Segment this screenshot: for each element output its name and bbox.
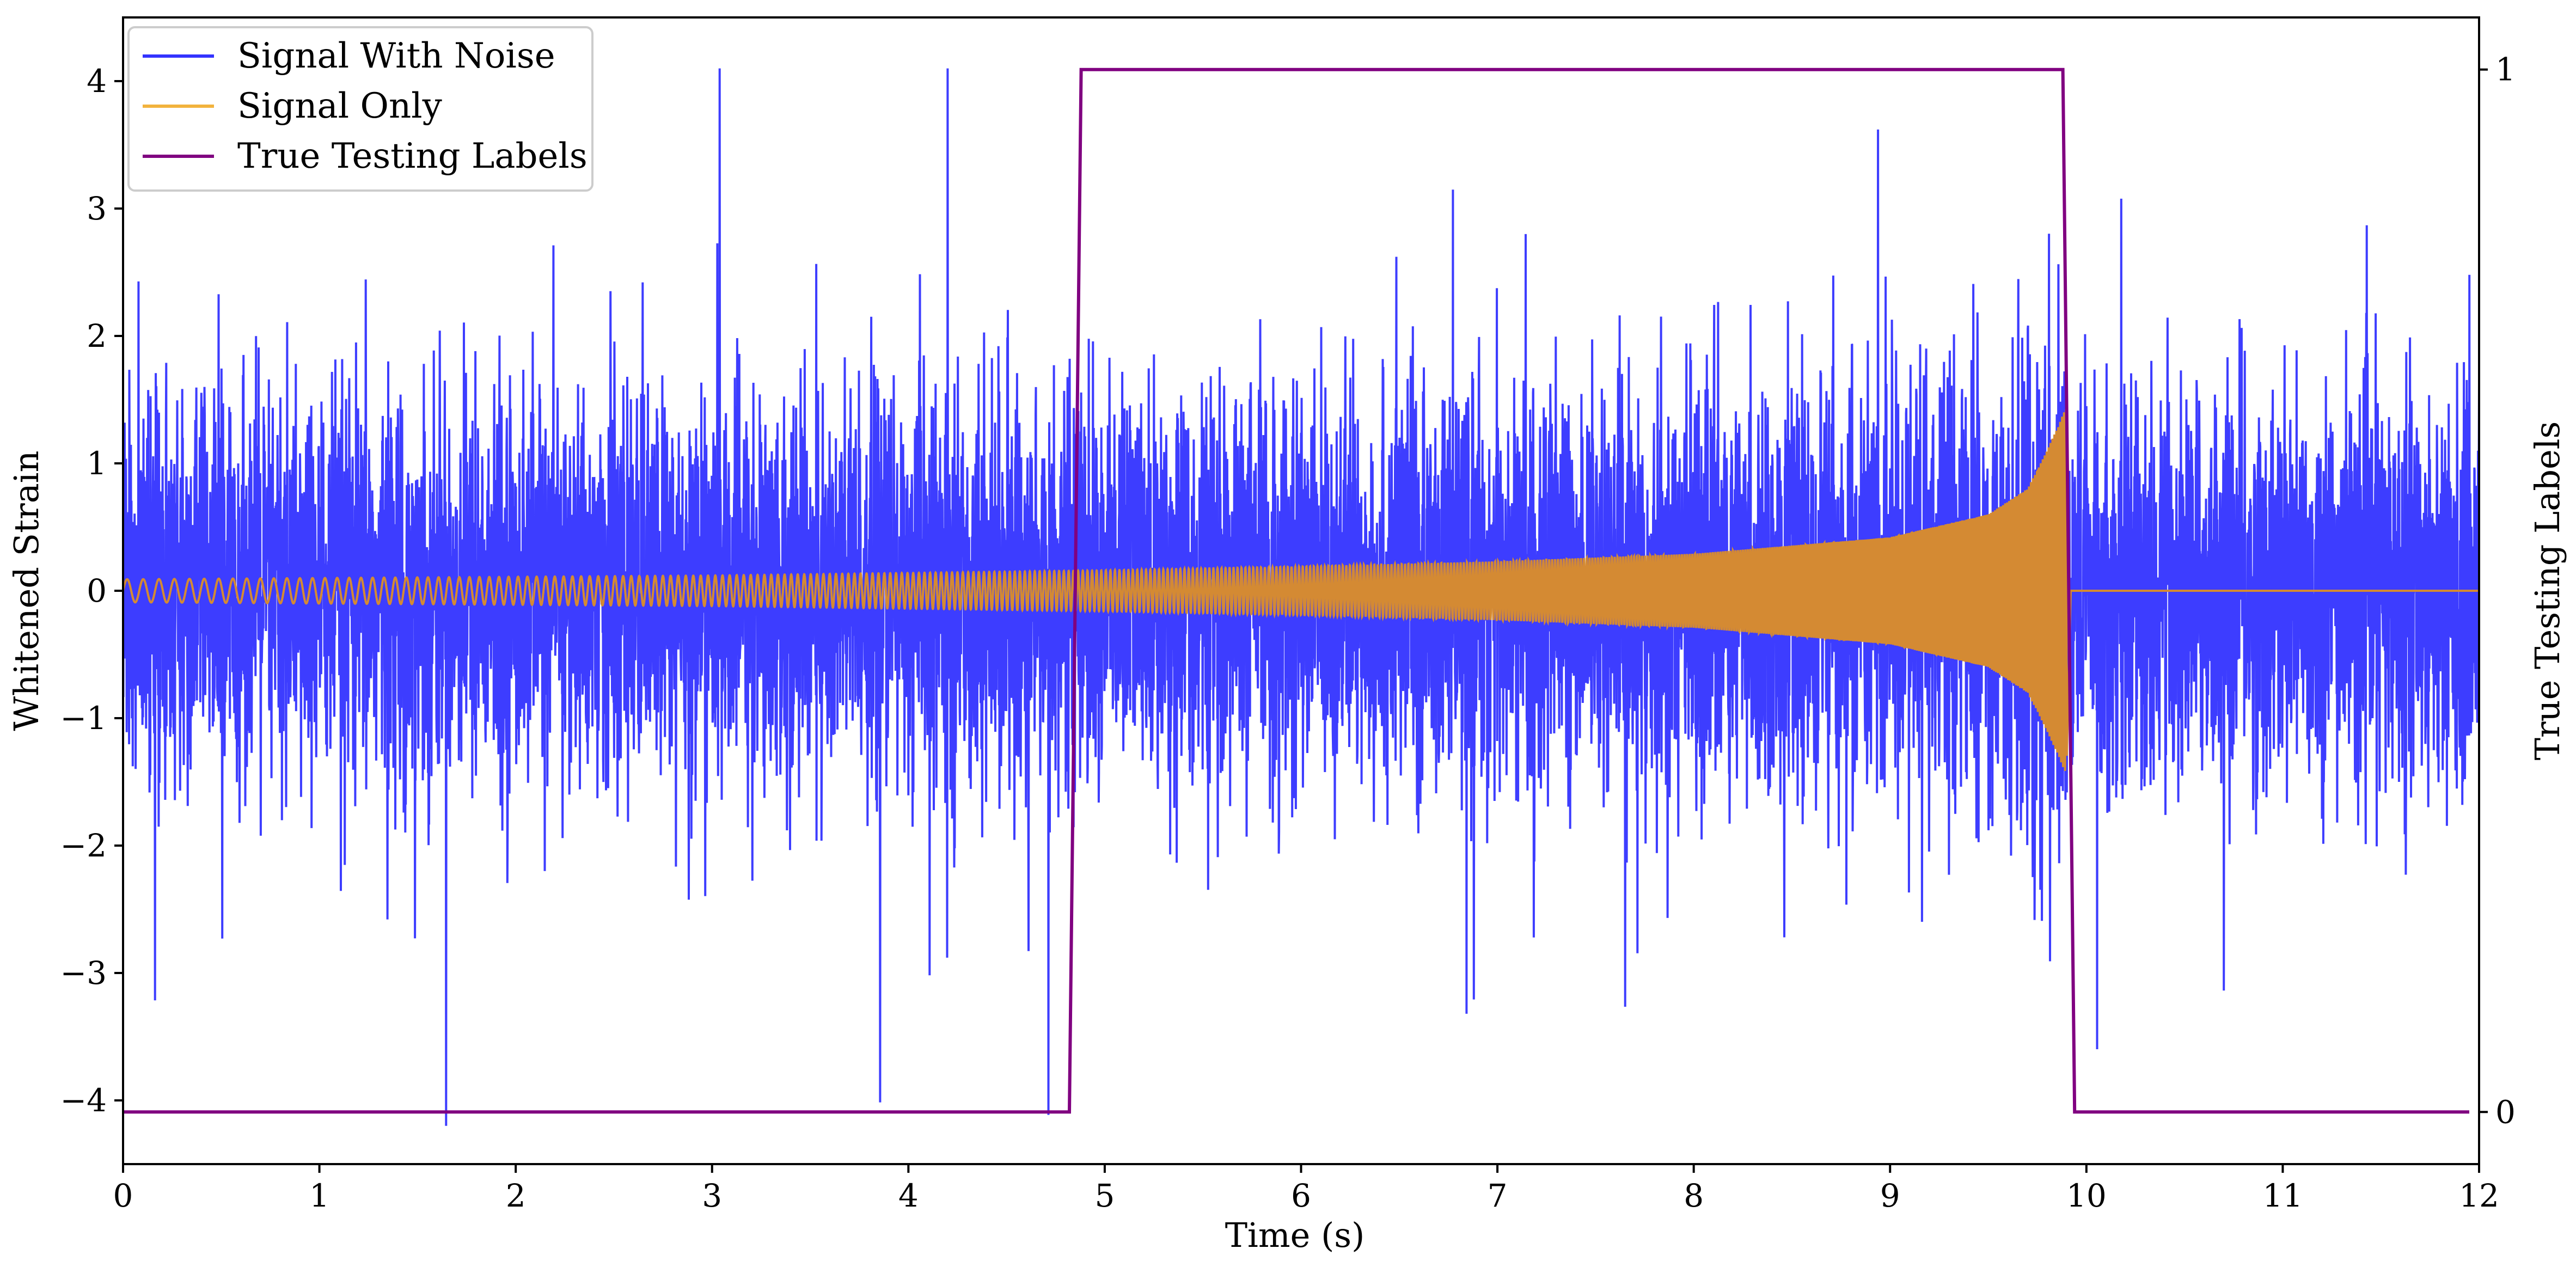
y-tick-label: 0 [87,572,107,609]
legend-label-signal-with-noise: Signal With Noise [237,36,555,76]
legend-label-signal-only: Signal Only [237,86,442,126]
plot-area [123,68,2479,1126]
y-tick-label: −2 [60,827,107,864]
y2-tick-label: 1 [2495,51,2516,88]
legend-label-true-testing-labels: True Testing Labels [237,136,588,176]
y-tick-label: −4 [60,1082,107,1119]
x-tick-label: 7 [1488,1177,1508,1214]
legend-frame [127,26,593,192]
x-tick-label: 2 [506,1177,526,1214]
y-tick-label: −3 [60,954,107,992]
y-axis-label: Whitened Strain [7,451,46,731]
y2-axis-label: True Testing Labels [2528,421,2567,761]
series-true-testing-labels-line [123,68,2469,1114]
x-axis-label: Time (s) [1225,1215,1365,1255]
y-tick-label: 4 [87,63,107,100]
x-tick-label: 4 [898,1177,919,1214]
y-tick-label: 1 [87,445,107,482]
x-tick-label: 11 [2263,1177,2303,1214]
x-tick-label: 12 [2459,1177,2499,1214]
y-tick-label: −1 [60,700,107,737]
x-tick-label: 6 [1291,1177,1311,1214]
series-signal-only-line [123,409,2479,771]
y-tick-label: 2 [87,317,107,354]
legend: Signal With Noise Signal Only True Testi… [127,26,593,192]
x-tick-label: 8 [1684,1177,1704,1214]
x-tick-label: 0 [113,1177,133,1214]
x-tick-label: 10 [2066,1177,2107,1214]
x-tick-label: 5 [1094,1177,1115,1214]
x-tick-label: 1 [309,1177,329,1214]
y-tick-label: 3 [87,190,107,227]
y2-tick-label: 0 [2495,1093,2516,1130]
x-tick-label: 9 [1880,1177,1900,1214]
series-signal-with-noise-line [123,68,2479,1126]
x-tick-label: 3 [702,1177,722,1214]
